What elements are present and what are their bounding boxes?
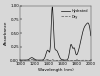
Legend: Hydrated, Dry: Hydrated, Dry bbox=[61, 9, 88, 19]
Hydrated bbox=[81, 35, 82, 36]
Hydrated bbox=[89, 26, 90, 27]
Dry bbox=[32, 59, 33, 60]
Hydrated bbox=[47, 50, 48, 51]
Hydrated bbox=[32, 57, 33, 58]
X-axis label: Wavelength (nm): Wavelength (nm) bbox=[38, 68, 73, 72]
Hydrated bbox=[90, 35, 91, 36]
Dry bbox=[50, 60, 51, 61]
Dry bbox=[47, 59, 48, 60]
Line: Dry: Dry bbox=[20, 59, 91, 61]
Dry bbox=[20, 60, 21, 61]
Dry bbox=[28, 60, 29, 61]
Dry bbox=[81, 60, 82, 61]
Dry bbox=[32, 59, 33, 60]
Hydrated bbox=[28, 59, 29, 60]
Hydrated bbox=[50, 46, 51, 47]
Hydrated bbox=[20, 60, 21, 61]
Line: Hydrated: Hydrated bbox=[20, 7, 91, 60]
Y-axis label: Absorbance: Absorbance bbox=[4, 21, 8, 45]
Dry bbox=[89, 60, 90, 61]
Dry bbox=[90, 60, 91, 61]
